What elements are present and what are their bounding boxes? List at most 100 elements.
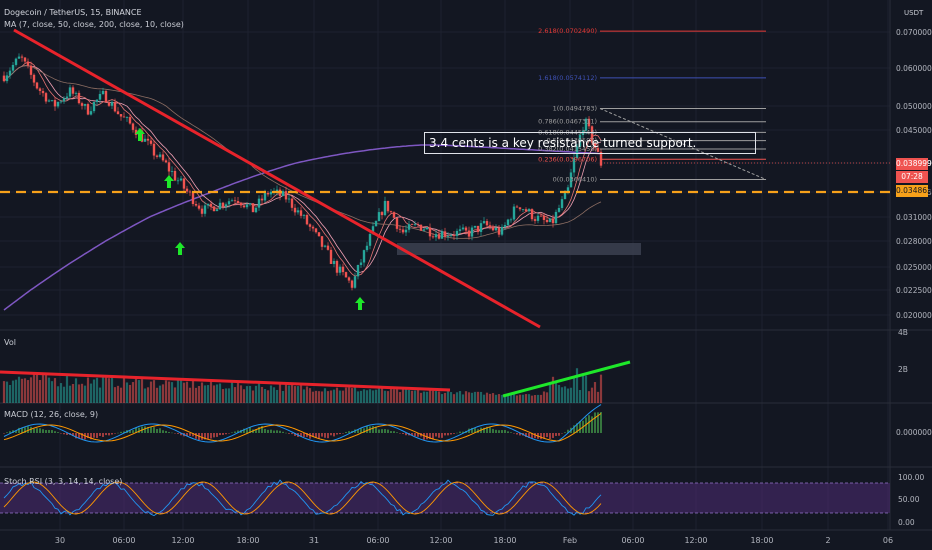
up-arrow-marker <box>355 297 365 310</box>
volume-bar <box>560 387 564 403</box>
volume-bar <box>227 388 231 403</box>
volume-bar <box>434 391 438 403</box>
volume-pane[interactable] <box>0 360 631 403</box>
candle-body <box>290 198 294 208</box>
macd-histogram-bar <box>237 430 239 433</box>
volume-bar <box>350 388 354 403</box>
macd-histogram-bar <box>396 432 398 433</box>
candle-body <box>263 192 267 201</box>
macd-histogram-bar <box>402 433 404 435</box>
volume-bar <box>281 390 285 403</box>
volume-bar <box>446 391 450 403</box>
candle-body <box>224 204 228 207</box>
candle-body <box>146 138 150 141</box>
volume-bar <box>158 385 162 403</box>
candle-body <box>371 226 375 235</box>
candle-body <box>176 180 180 182</box>
macd-histogram-bar <box>162 430 164 433</box>
volume-bar <box>296 386 300 403</box>
x-axis-tick-label: 30 <box>55 536 65 545</box>
volume-bar <box>170 382 174 403</box>
candle-body <box>386 200 390 212</box>
volume-bar <box>374 389 378 403</box>
macd-histogram-bar <box>111 433 113 435</box>
volume-bar <box>356 391 360 403</box>
candle-body <box>2 75 6 82</box>
price-pane[interactable]: 2.618(0.0702490) 1.618(0.0574112) 1(0.0494… <box>0 27 890 329</box>
macd-histogram-bar <box>99 433 101 436</box>
candle-body <box>578 135 582 147</box>
volume-bar <box>395 388 399 403</box>
candle-body <box>542 215 546 220</box>
candle-body <box>374 221 378 227</box>
macd-histogram-bar <box>258 426 260 433</box>
candle-body <box>353 276 357 288</box>
volume-bar <box>56 386 60 403</box>
volume-bar <box>260 386 264 403</box>
macd-histogram-bar <box>276 430 278 433</box>
volume-bar <box>338 390 342 403</box>
volume-bar <box>509 394 513 403</box>
candle-body <box>62 98 66 102</box>
macd-histogram-bar <box>81 433 83 439</box>
fib-trend-line <box>599 108 767 180</box>
candle-body <box>530 209 534 220</box>
volume-bar <box>572 376 576 403</box>
stoch-rsi-band <box>0 483 890 513</box>
candle-body <box>110 102 114 106</box>
candle-body <box>104 90 108 103</box>
volume-bar <box>80 383 84 403</box>
macd-histogram-bar <box>318 433 320 439</box>
candle-body <box>296 210 300 213</box>
x-axis-tick-label: 12:00 <box>684 536 707 545</box>
macd-histogram-bar <box>48 429 50 433</box>
candle-body <box>23 57 27 62</box>
candle-body <box>347 277 351 281</box>
macd-histogram-bar <box>165 430 167 433</box>
volume-bar <box>236 380 240 403</box>
volume-bar <box>386 391 390 403</box>
volume-bar <box>317 391 321 403</box>
annotation-box[interactable]: 3.4 cents is a key resistance turned sup… <box>424 132 756 154</box>
candle-body <box>227 201 231 205</box>
volume-bar <box>329 390 333 403</box>
macd-histogram-bar <box>429 433 431 439</box>
volume-bar <box>494 394 498 403</box>
candle-body <box>548 218 552 222</box>
macd-histogram-bar <box>543 433 545 439</box>
macd-histogram-bar <box>120 431 122 433</box>
stoch-rsi-pane[interactable] <box>0 479 890 517</box>
macd-histogram-bar <box>96 433 98 438</box>
up-arrow-marker <box>135 128 145 141</box>
fib-level-label: 2.618(0.0702490) <box>538 27 597 35</box>
volume-bar <box>143 388 147 403</box>
volume-bar <box>107 378 111 403</box>
candle-body <box>458 229 462 231</box>
macd-histogram-bar <box>249 427 251 433</box>
candle-body <box>329 249 333 264</box>
volume-bar <box>266 390 270 403</box>
macd-histogram-bar <box>87 433 89 439</box>
candle-body <box>95 99 99 103</box>
macd-histogram-bar <box>39 428 41 433</box>
macd-pane[interactable] <box>3 404 602 443</box>
candle-body <box>392 212 396 218</box>
candle-body <box>536 215 540 221</box>
macd-histogram-bar <box>246 429 248 433</box>
macd-histogram-bar <box>549 433 551 439</box>
macd-histogram-bar <box>552 433 554 438</box>
volume-bar <box>410 390 414 403</box>
macd-histogram-bar <box>123 431 125 433</box>
macd-histogram-bar <box>102 433 104 437</box>
candle-body <box>29 65 33 75</box>
candle-body <box>98 93 102 100</box>
macd-histogram-bar <box>501 430 503 433</box>
candle-body <box>5 75 9 82</box>
macd-histogram-bar <box>174 433 176 434</box>
candle-body <box>389 211 393 213</box>
volume-bar <box>89 383 93 403</box>
volume-bar <box>239 385 243 403</box>
